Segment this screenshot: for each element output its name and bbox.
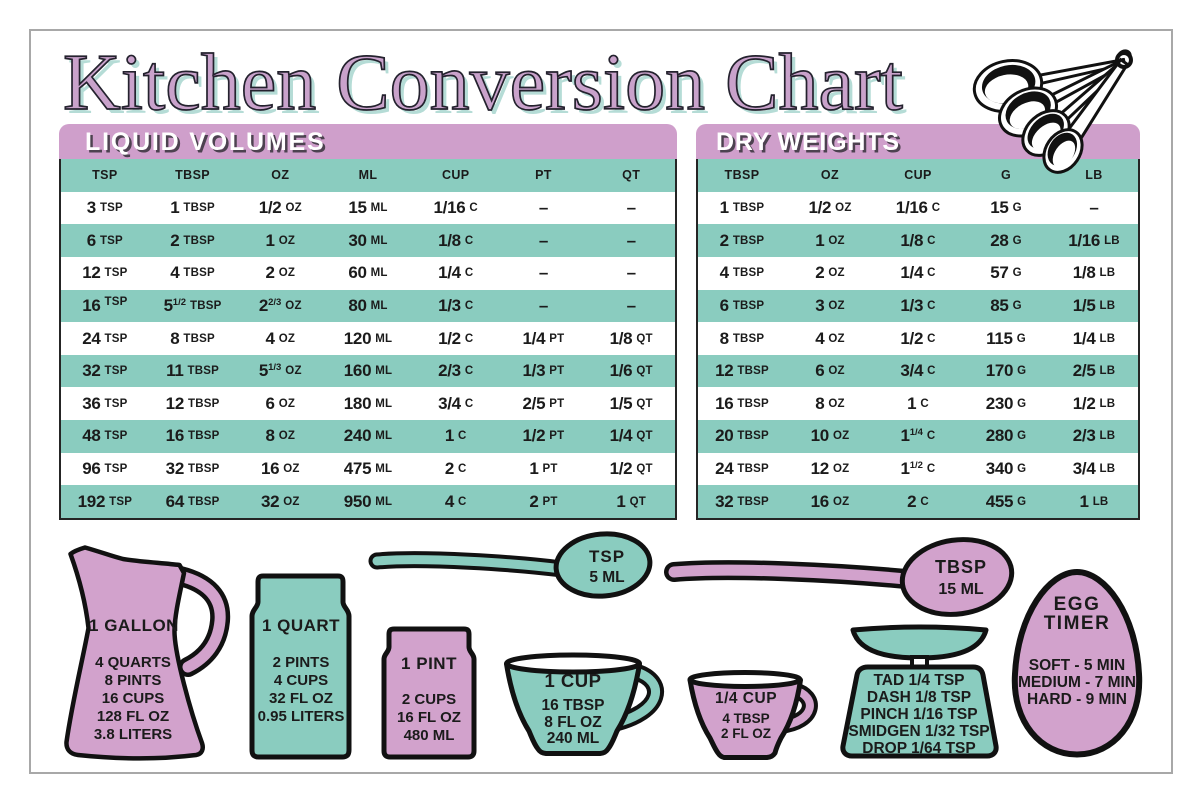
svg-text:0.95 LITERS: 0.95 LITERS	[258, 708, 345, 725]
svg-text:DROP 1/64 TSP: DROP 1/64 TSP	[862, 740, 975, 757]
svg-text:2 PINTS: 2 PINTS	[273, 654, 330, 671]
svg-text:15 ML: 15 ML	[938, 581, 984, 598]
svg-text:1/4 CUP: 1/4 CUP	[715, 690, 777, 707]
svg-text:TAD 1/4 TSP: TAD 1/4 TSP	[873, 672, 964, 689]
svg-text:32 FL OZ: 32 FL OZ	[269, 690, 333, 707]
svg-text:3.8 LITERS: 3.8 LITERS	[94, 726, 172, 743]
svg-text:HARD - 9 MIN: HARD - 9 MIN	[1027, 691, 1127, 708]
svg-text:4 QUARTS: 4 QUARTS	[95, 654, 171, 671]
svg-text:PINCH 1/16 TSP: PINCH 1/16 TSP	[860, 706, 977, 723]
svg-text:5 ML: 5 ML	[589, 569, 624, 586]
svg-text:TSP: TSP	[589, 547, 625, 566]
svg-text:16 TBSP: 16 TBSP	[542, 697, 605, 714]
svg-text:SMIDGEN 1/32 TSP: SMIDGEN 1/32 TSP	[848, 723, 989, 740]
svg-text:16 FL OZ: 16 FL OZ	[397, 709, 461, 726]
svg-text:DASH 1/8 TSP: DASH 1/8 TSP	[867, 689, 971, 706]
svg-text:16 CUPS: 16 CUPS	[102, 690, 165, 707]
svg-text:8 PINTS: 8 PINTS	[105, 672, 162, 689]
svg-text:480 ML: 480 ML	[404, 727, 455, 744]
svg-text:1 PINT: 1 PINT	[401, 654, 457, 673]
svg-text:240 ML: 240 ML	[547, 730, 600, 747]
svg-text:MEDIUM - 7 MIN: MEDIUM - 7 MIN	[1018, 674, 1136, 691]
svg-text:1 QUART: 1 QUART	[262, 616, 340, 635]
svg-text:TBSP: TBSP	[935, 557, 987, 577]
svg-text:TIMER: TIMER	[1044, 613, 1111, 634]
svg-text:1 GALLON: 1 GALLON	[89, 616, 179, 635]
svg-text:2 CUPS: 2 CUPS	[402, 691, 456, 708]
svg-text:4 CUPS: 4 CUPS	[274, 672, 328, 689]
svg-text:8 FL OZ: 8 FL OZ	[544, 714, 602, 731]
svg-text:4 TBSP: 4 TBSP	[722, 711, 769, 726]
svg-text:1 CUP: 1 CUP	[545, 670, 602, 691]
svg-text:2 FL OZ: 2 FL OZ	[721, 726, 771, 741]
svg-text:128 FL OZ: 128 FL OZ	[97, 708, 169, 725]
svg-text:EGG: EGG	[1054, 594, 1101, 615]
svg-text:SOFT - 5 MIN: SOFT - 5 MIN	[1029, 657, 1125, 674]
